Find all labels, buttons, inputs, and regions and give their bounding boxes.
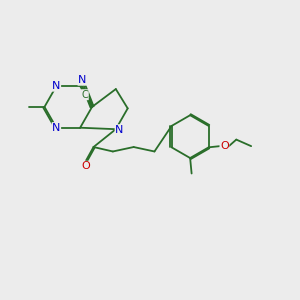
Text: N: N xyxy=(115,125,124,135)
Text: N: N xyxy=(78,75,86,85)
Text: N: N xyxy=(52,81,61,91)
Text: O: O xyxy=(81,161,90,171)
Text: C: C xyxy=(82,90,88,100)
Text: O: O xyxy=(220,141,229,151)
Text: N: N xyxy=(52,123,61,133)
